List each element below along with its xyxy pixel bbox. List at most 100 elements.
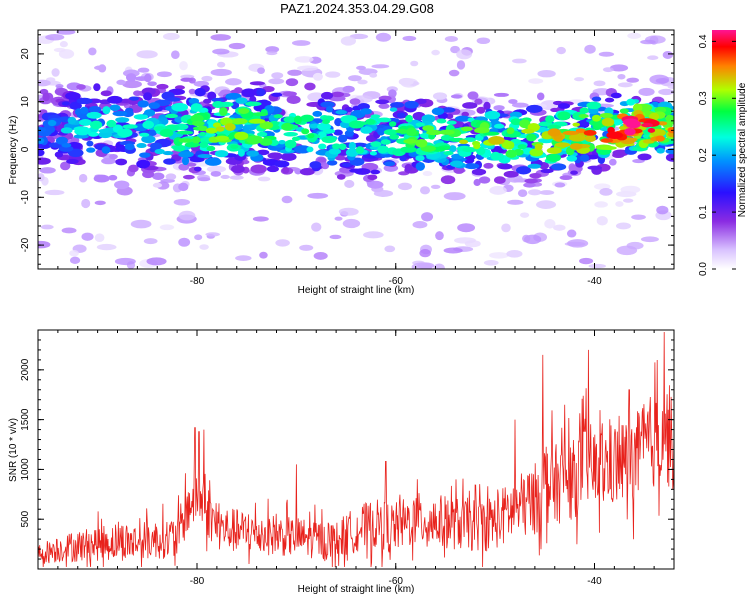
spectrogram-cell [662,50,674,59]
spectrogram-cell [40,224,54,230]
spectrogram-cell [345,148,359,157]
spectrogram-cell [275,239,290,247]
spectrogram-cell [256,149,270,156]
spectrogram-cell [215,126,225,132]
spectrogram-cell [547,124,562,130]
spectrogram-cell [199,141,209,149]
spectrogram-cell [527,163,542,169]
spectrogram-cell [616,245,638,256]
spectrogram-cell [632,103,643,112]
spectrogram-cell [389,134,400,140]
spectrogram-cell [515,166,532,175]
spectrogram-cell [474,98,483,105]
spectrogram-cell [483,260,499,266]
colorbar-tick-label: 0.4 [698,34,709,48]
spectrogram-cell [271,92,283,97]
spectrogram-cell [457,223,476,233]
spectrogram-cell [415,122,425,127]
spectrogram-cell [67,116,77,125]
spectrogram-cell [406,127,417,136]
spectrogram-cell [369,151,378,156]
spectrogram-cell [556,46,566,55]
spectrogram-cell [156,71,172,78]
spectrogram-cell [212,48,230,55]
spectrogram-cell [317,122,331,131]
spectrogram-cell [422,171,433,177]
spectrogram-cell [268,78,285,85]
spectrogram-cell [450,94,463,99]
spectrogram-cell [545,153,562,162]
spectrogram-cell [464,156,475,164]
spectrogram-cell [88,106,102,114]
spectrogram-cell [640,236,659,243]
spectrogram-cell [38,157,51,165]
spectrogram-cell [80,106,89,115]
spectrogram-cell [93,83,101,92]
spectrogram-cell [609,64,629,72]
spectrogram-cell [102,106,111,115]
spectrogram-cell [360,108,372,115]
spectrogram-cell [199,131,207,137]
spectrogram-cell [620,185,641,194]
spectrogram-cell [210,170,222,177]
spectrogram-cell [599,188,613,196]
spectrogram-cell [107,95,123,104]
spectrogram-cell [483,162,494,169]
spectrogram-cell [546,147,562,155]
spectrogram-cell [59,41,68,48]
spectrogram-cell [159,128,174,138]
spectrogram-cell [415,138,428,148]
spectrogram-cell [624,127,636,136]
spectrogram-cell [508,99,518,104]
figure-title: PAZ1.2024.353.04.29.G08 [280,1,434,16]
spectrogram-cell [278,140,286,145]
spectrogram-cell [370,114,381,119]
spectrogram-cell [181,156,190,166]
spectrogram-cell [139,132,150,137]
spectrogram-cell [162,32,180,41]
spectrogram-cell [333,129,343,136]
spectrogram-cell [144,73,152,83]
spectrogram-cell [282,91,297,97]
spectrogram-cell [601,117,615,127]
spectrogram-cell [462,102,478,109]
spectrogram-cell [98,129,109,134]
spectrogram-cell [58,145,74,152]
spectrogram-cell [306,146,314,153]
spectrogram-cell [443,192,466,201]
spectrogram-cell [241,88,257,98]
spectrogram-cell [93,174,110,183]
spectrogram-cell [273,114,283,119]
spectrogram-cell [249,81,265,86]
spectrogram-cell [503,170,519,178]
x-tick-label: -80 [190,276,205,287]
spectrogram-cell [228,42,246,50]
spectrogram-cell [60,127,73,134]
spectrogram-cell [257,67,265,74]
spectrogram-cell [554,142,571,148]
spectrogram-cell [462,146,478,153]
spectrogram-cell [281,166,290,174]
spectrogram-cell [198,125,208,132]
spectrogram-cell [388,121,397,127]
spectrogram-cell [165,173,177,181]
spectrogram-cell [441,107,456,113]
spectrogram-cell [334,155,346,161]
spectrogram-cell [130,219,152,229]
spectrogram-cell [320,101,335,108]
spectrogram-cell [474,127,490,134]
spectrogram-cell [320,91,334,100]
spectrogram-cell [42,92,50,102]
spectrogram-cell [562,130,579,136]
spectrogram-cell [94,233,105,243]
spectrogram-cell [625,120,641,129]
spectrogram-cell [294,168,302,175]
spectrogram-cell [554,182,566,188]
spectrogram-cell [299,244,314,251]
spectrogram-cell [266,165,279,173]
spectrogram-cell [47,119,57,127]
spectrogram-cell [400,146,417,153]
spectrogram-cell [171,50,180,60]
spectrogram-cell [109,153,118,160]
spectrogram-cell [528,78,544,84]
